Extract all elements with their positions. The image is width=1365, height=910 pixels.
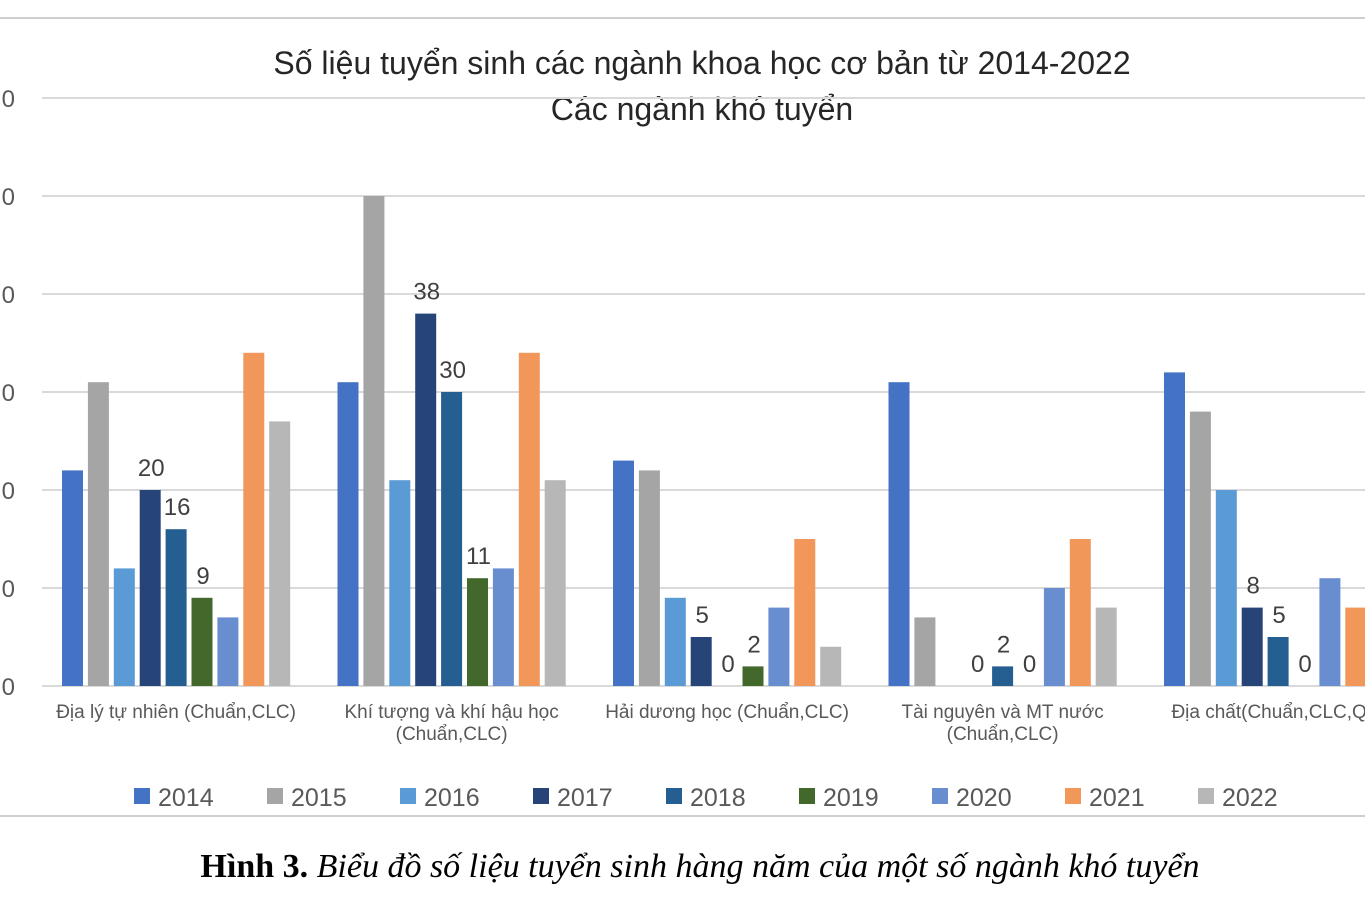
data-label: 9: [196, 563, 209, 590]
legend-swatch-2021: [1065, 788, 1081, 804]
bar-2021: [1069, 539, 1091, 686]
legend-label-2021: 2021: [1089, 784, 1145, 812]
bar-2022: [820, 646, 842, 686]
bar-2022: [544, 480, 566, 686]
y-tick-label: 0: [2, 478, 15, 505]
y-tick-label: 0: [2, 576, 15, 603]
x-tick-label: Địa chất(Chuẩn,CLC,QT): [1171, 702, 1365, 723]
x-tick-label: Tài nguyên và MT nước: [901, 702, 1103, 723]
bar-2015: [638, 470, 660, 686]
data-label: 0: [1298, 651, 1311, 678]
bar-2014: [337, 382, 359, 686]
bar-2017: [139, 490, 161, 686]
x-tick-label: (Chuẩn,CLC): [947, 724, 1059, 745]
legend-label-2017: 2017: [557, 784, 613, 812]
bar-2016: [389, 480, 411, 686]
bar-2018: [992, 666, 1014, 686]
data-label: 0: [1023, 651, 1036, 678]
x-tick-label: Địa lý tự nhiên (Chuẩn,CLC): [56, 702, 296, 723]
x-tick-label: (Chuẩn,CLC): [396, 724, 508, 745]
bar-2018: [441, 392, 463, 686]
data-label: 2: [997, 631, 1010, 658]
bar-2014: [888, 382, 910, 686]
data-label: 11: [466, 543, 491, 570]
bar-2014: [62, 470, 83, 686]
legend-label-2019: 2019: [823, 784, 879, 812]
data-label: 5: [696, 602, 709, 629]
caption-text: Biểu đồ số liệu tuyển sinh hàng năm của …: [308, 848, 1200, 885]
bar-2020: [217, 617, 239, 686]
legend-swatch-2020: [932, 788, 948, 804]
bar-2021: [1345, 607, 1365, 686]
data-label: 0: [971, 651, 984, 678]
data-label: 16: [164, 494, 191, 521]
bar-2022: [269, 421, 291, 686]
legend-swatch-2018: [666, 788, 682, 804]
legend-swatch-2014: [134, 788, 150, 804]
bar-2015: [914, 617, 936, 686]
bar-2018: [1267, 637, 1289, 686]
data-label: 38: [413, 279, 440, 306]
bar-2020: [492, 568, 514, 686]
bar-2016: [664, 597, 686, 686]
bar-2015: [87, 382, 109, 686]
bar-2014: [1164, 372, 1185, 686]
bar-2016: [113, 568, 135, 686]
bar-2017: [415, 313, 437, 686]
y-tick-label: 0: [2, 282, 15, 309]
bar-2019: [742, 666, 764, 686]
bottom-border-line: [0, 815, 1365, 817]
bar-2016: [1215, 490, 1237, 686]
data-label: 8: [1247, 573, 1260, 600]
legend-label-2018: 2018: [690, 784, 746, 812]
legend-swatch-2019: [799, 788, 815, 804]
legend-label-2016: 2016: [424, 784, 480, 812]
bar-2019: [467, 578, 488, 686]
caption-label: Hình 3.: [200, 848, 309, 885]
bar-2017: [690, 637, 712, 686]
data-label: 5: [1272, 602, 1285, 629]
bar-2021: [518, 352, 540, 686]
bar-2015: [363, 196, 385, 686]
chart-title: Số liệu tuyển sinh các ngành khoa học cơ…: [273, 45, 1130, 81]
bar-2014: [613, 460, 634, 686]
bar-2018: [165, 529, 187, 686]
data-label: 2: [747, 631, 760, 658]
x-tick-label: Hải dương học (Chuẩn,CLC): [605, 702, 849, 723]
y-tick-label: 0: [2, 184, 15, 211]
y-tick-label: 0: [2, 86, 15, 113]
bar-2019: [191, 597, 213, 686]
data-label: 30: [439, 357, 466, 384]
legend-label-2014: 2014: [158, 784, 214, 812]
bar-2017: [1241, 607, 1263, 686]
legend-label-2015: 2015: [291, 784, 347, 812]
legend-swatch-2016: [400, 788, 416, 804]
bar-2020: [1043, 588, 1065, 686]
bar-2015: [1189, 411, 1211, 686]
y-tick-label: 0: [2, 674, 15, 701]
data-label: 20: [138, 455, 165, 482]
legend-label-2020: 2020: [956, 784, 1012, 812]
bar-2020: [1319, 578, 1341, 686]
y-tick-label: 0: [2, 380, 15, 407]
bar-2021: [794, 539, 816, 686]
legend-swatch-2015: [267, 788, 283, 804]
x-tick-label: Khí tượng và khí hậu học: [344, 702, 558, 723]
chart-subtitle: Các ngành khó tuyển: [551, 91, 853, 127]
top-border-line: [0, 17, 1365, 19]
legend-swatch-2022: [1198, 788, 1214, 804]
figure-caption: Hình 3. Biểu đồ số liệu tuyển sinh hàng …: [0, 848, 1365, 886]
bar-2020: [768, 607, 790, 686]
bar-2022: [1095, 607, 1117, 686]
bar-2021: [243, 352, 265, 686]
legend-label-2022: 2022: [1222, 784, 1278, 812]
legend-swatch-2017: [533, 788, 549, 804]
data-label: 0: [721, 651, 734, 678]
